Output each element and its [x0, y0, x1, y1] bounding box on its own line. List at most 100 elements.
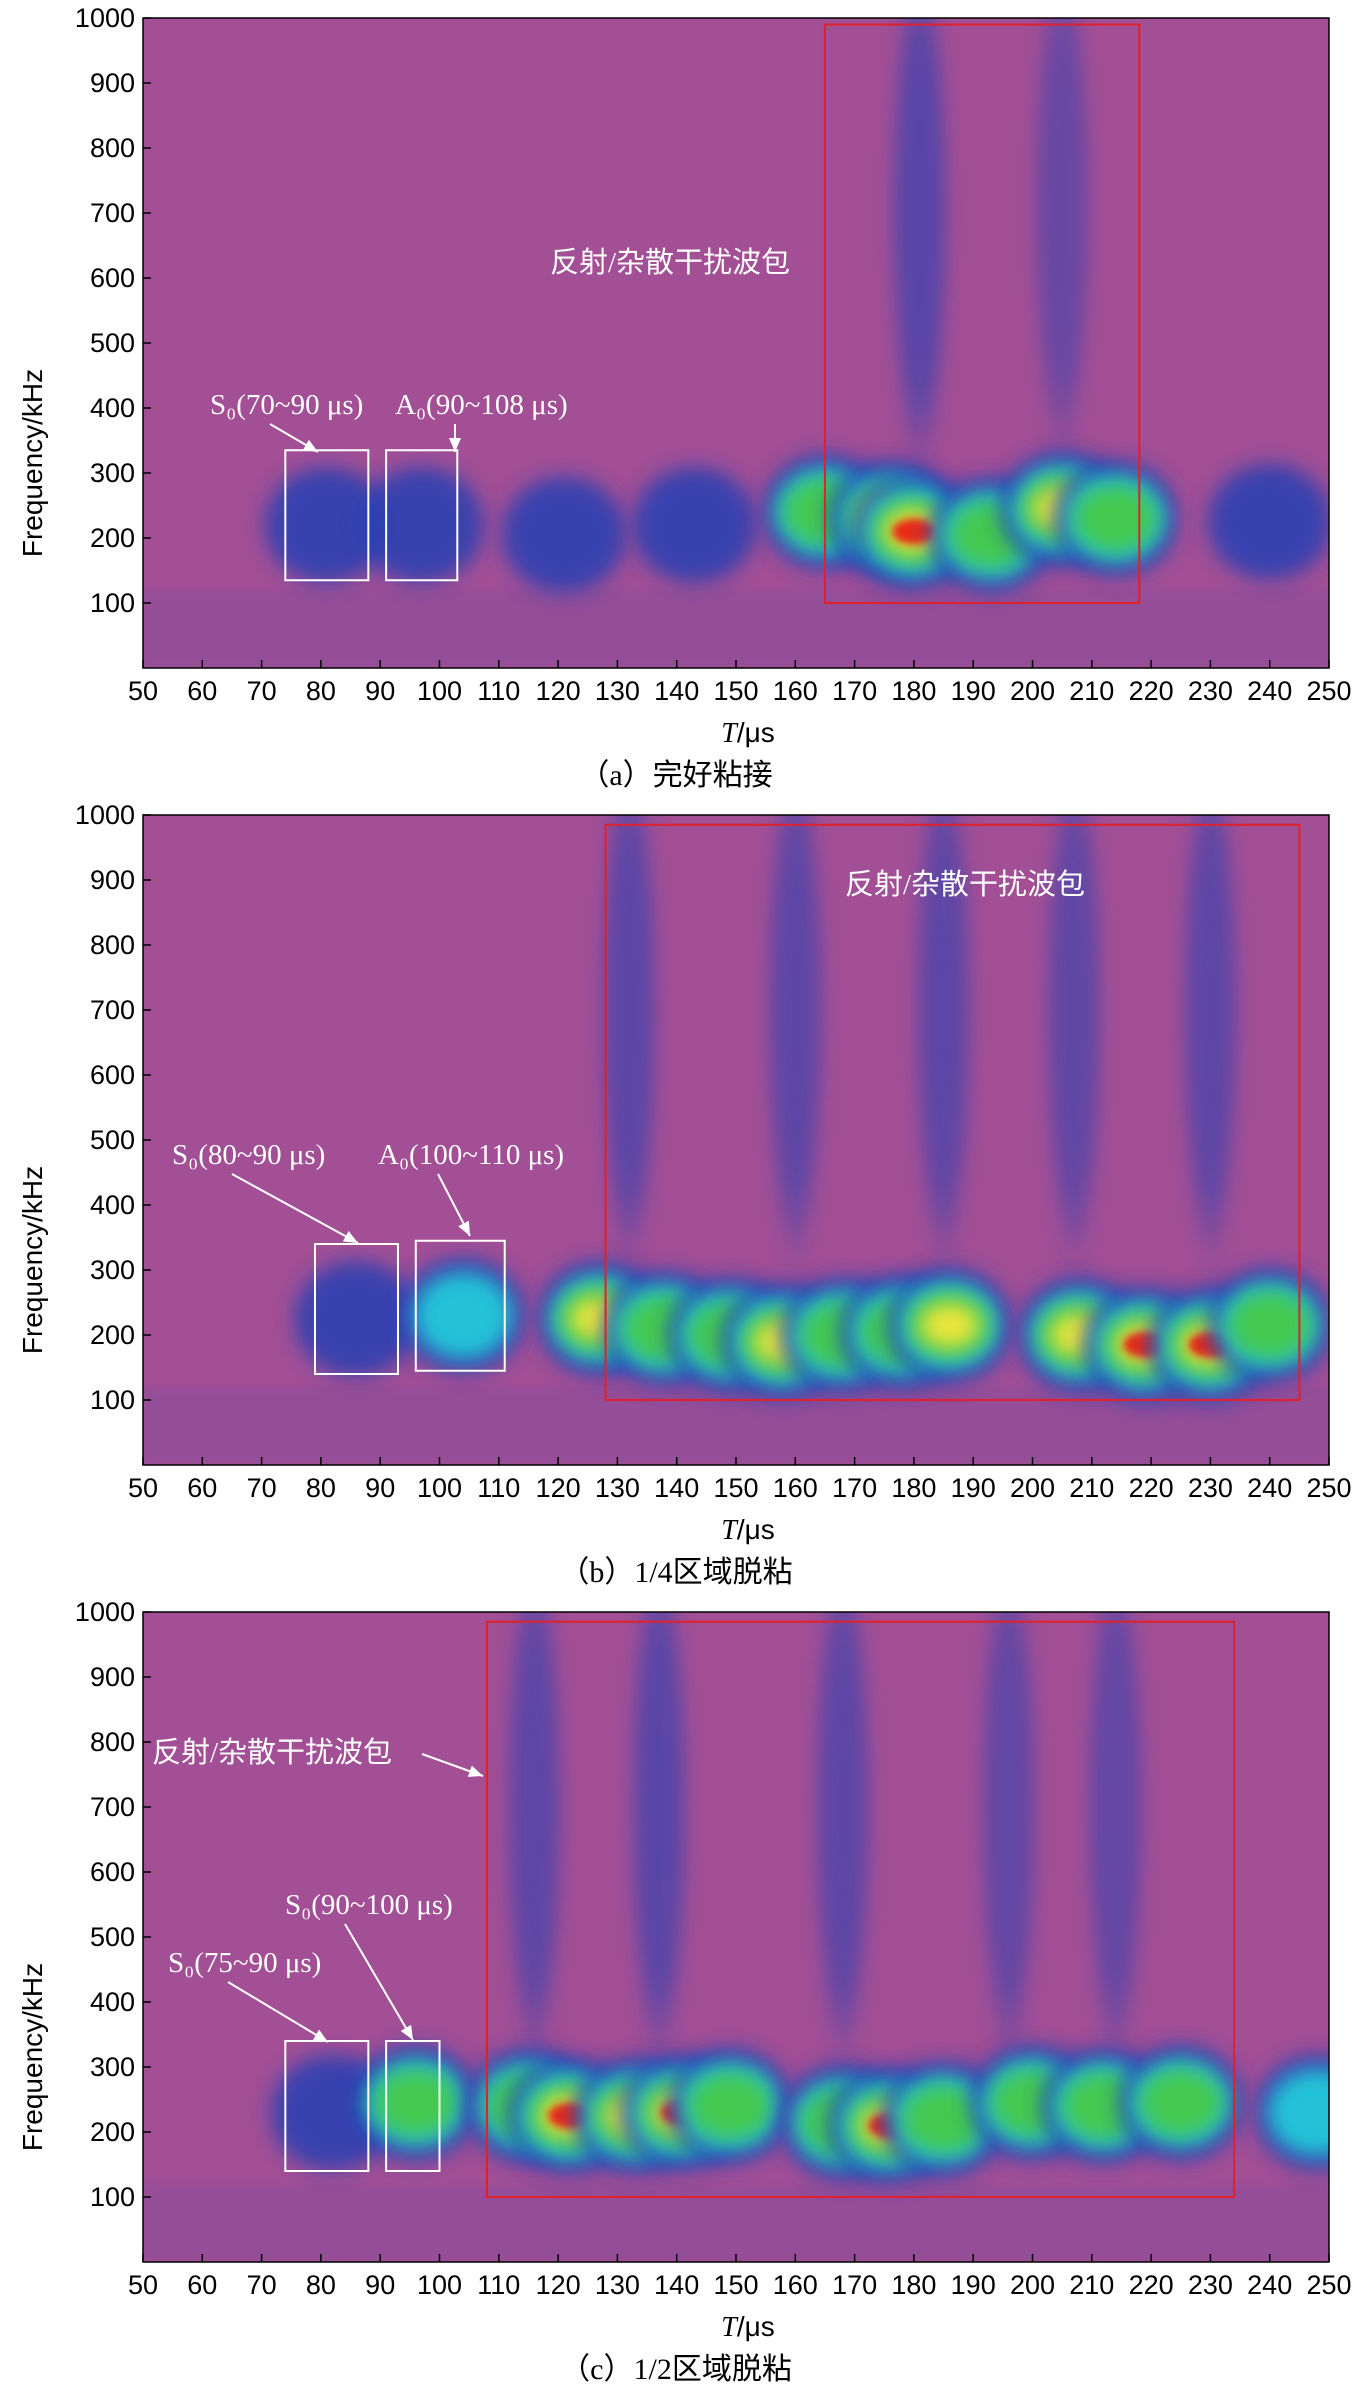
- y-tick-label: 700: [90, 198, 135, 228]
- annotation-arrowhead: [342, 1231, 358, 1243]
- x-tick-label: 210: [1069, 676, 1114, 706]
- x-tick-label: 190: [951, 2270, 996, 2300]
- y-tick-label: 800: [90, 1727, 135, 1757]
- panel-c: S₀(75~90 μs) S₀(90~100 μs) 反射/杂散干扰波包 50 60 70…: [17, 1597, 1352, 2386]
- x-tick-label: 70: [247, 1473, 277, 1503]
- y-tick-label: 800: [90, 133, 135, 163]
- energy-blob: [264, 467, 389, 583]
- panel-caption: （c）1/2区域脱粘: [560, 2353, 792, 2386]
- x-tick-label: 140: [654, 676, 699, 706]
- interference-streak: [1036, 18, 1089, 425]
- x-tick-label: 250: [1306, 1473, 1351, 1503]
- mode-box: [385, 2040, 441, 2172]
- x-tick-label: 180: [891, 1473, 936, 1503]
- interference-box: [485, 1620, 1236, 2198]
- energy-blob: [359, 467, 484, 583]
- y-tick-label: 1000: [75, 800, 135, 830]
- y-tick-label: 700: [90, 1792, 135, 1822]
- y-tick-label: 900: [90, 1662, 135, 1692]
- x-axis-label-unit: /μs: [737, 717, 775, 748]
- interference-label: 反射/杂散干扰波包: [152, 1736, 392, 1769]
- mode-box: [284, 449, 370, 582]
- x-tick-label: 130: [595, 2270, 640, 2300]
- interference-streak: [917, 815, 970, 1235]
- y-axis-label: Frequency/kHz: [17, 1166, 48, 1354]
- mode-label: S₀(80~90 μs): [172, 1139, 325, 1171]
- energy-blob: [919, 1303, 980, 1348]
- x-tick-label: 200: [1010, 1473, 1055, 1503]
- x-tick-label: 240: [1247, 1473, 1292, 1503]
- panels: S₀(70~90 μs) A₀(90~108 μs) 反射/杂散干扰波包 50 60 70…: [17, 3, 1352, 2386]
- x-tick-label: 80: [306, 2270, 336, 2300]
- x-tick-label: 230: [1188, 1473, 1233, 1503]
- x-axis-label-unit: /μs: [737, 2311, 775, 2342]
- x-axis-label-symbol: T: [721, 718, 739, 749]
- interference-streak: [1089, 1612, 1142, 2032]
- y-tick-label: 1000: [75, 3, 135, 33]
- mode-label: S₀(70~90 μs): [210, 389, 363, 421]
- annotation-arrow: [227, 1981, 329, 2043]
- y-tick-label: 500: [90, 1125, 135, 1155]
- x-tick-label: 140: [654, 2270, 699, 2300]
- interference-streak: [893, 18, 946, 438]
- x-axis-label: T/μs: [721, 1514, 775, 1546]
- mode-label: A₀(100~110 μs): [378, 1139, 564, 1171]
- panel-caption: （a）完好粘接: [579, 759, 772, 792]
- y-axis-label: Frequency/kHz: [17, 369, 48, 557]
- y-tick-label: 800: [90, 930, 135, 960]
- energy-blob: [373, 2068, 458, 2137]
- x-tick-label: 180: [891, 2270, 936, 2300]
- y-tick-label: 600: [90, 263, 135, 293]
- annotation-arrow: [231, 1173, 359, 1244]
- energy-blob: [688, 2072, 773, 2140]
- y-tick-label: 900: [90, 68, 135, 98]
- x-tick-label: 160: [773, 1473, 818, 1503]
- x-tick-label: 200: [1010, 2270, 1055, 2300]
- y-tick-label: 300: [90, 2052, 135, 2082]
- interference-streak: [769, 815, 822, 1235]
- x-tick-label: 190: [951, 676, 996, 706]
- y-tick-label: 100: [90, 588, 135, 618]
- y-tick-label: 400: [90, 1190, 135, 1220]
- y-tick-label: 1000: [75, 1597, 135, 1627]
- y-tick-label: 500: [90, 1922, 135, 1952]
- x-tick-label: 220: [1129, 2270, 1174, 2300]
- energy-blob: [901, 2085, 986, 2153]
- x-tick-label: 110: [477, 2270, 520, 2300]
- energy-blob: [502, 476, 627, 593]
- annotation-arrowhead: [458, 1220, 470, 1236]
- x-tick-label: 50: [128, 2270, 158, 2300]
- x-tick-label: 250: [1306, 2270, 1351, 2300]
- x-tick-label: 170: [832, 1473, 877, 1503]
- x-tick-label: 130: [595, 1473, 640, 1503]
- x-tick-label: 150: [713, 1473, 758, 1503]
- x-tick-label: 50: [128, 1473, 158, 1503]
- x-tick-label: 60: [187, 676, 217, 706]
- x-tick-label: 70: [247, 676, 277, 706]
- y-tick-label: 300: [90, 458, 135, 488]
- x-tick-label: 110: [477, 1473, 520, 1503]
- x-tick-label: 220: [1129, 676, 1174, 706]
- low-frequency-band: [143, 590, 1329, 668]
- y-tick-label: 400: [90, 393, 135, 423]
- y-tick-label: 300: [90, 1255, 135, 1285]
- x-tick-label: 230: [1188, 2270, 1233, 2300]
- y-tick-label: 500: [90, 328, 135, 358]
- y-tick-label: 900: [90, 865, 135, 895]
- x-tick-label: 80: [306, 676, 336, 706]
- x-tick-label: 70: [247, 2270, 277, 2300]
- annotation-arrowhead: [467, 1765, 483, 1777]
- interference-streak: [508, 1612, 561, 2032]
- y-axis-label: Frequency/kHz: [17, 1963, 48, 2151]
- energy-blob: [1138, 2068, 1223, 2137]
- y-tick-label: 600: [90, 1857, 135, 1887]
- x-axis-label-symbol: T: [721, 1515, 739, 1546]
- x-tick-label: 250: [1306, 676, 1351, 706]
- panel-caption: （b）1/4区域脱粘: [559, 1556, 792, 1589]
- x-tick-label: 150: [713, 676, 758, 706]
- spectrogram-field: [143, 815, 1329, 1465]
- mode-label: S₀(90~100 μs): [285, 1889, 453, 1921]
- x-tick-label: 180: [891, 676, 936, 706]
- y-tick-label: 200: [90, 1320, 135, 1350]
- interference-streak: [1184, 815, 1237, 1235]
